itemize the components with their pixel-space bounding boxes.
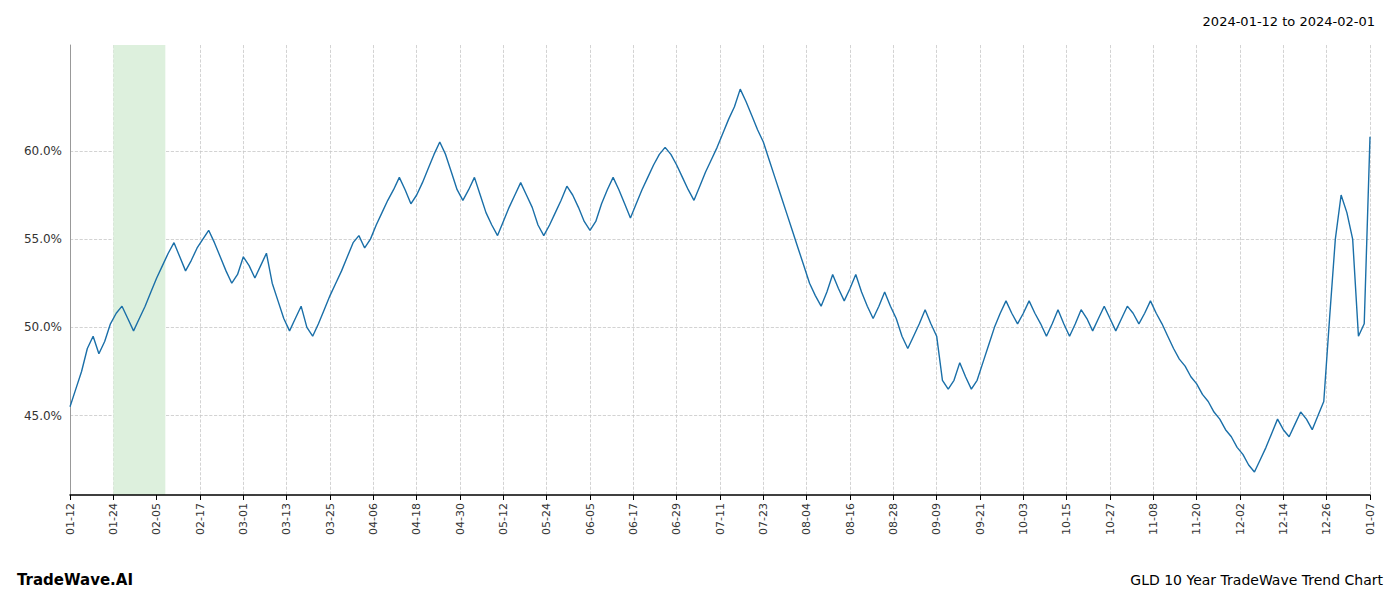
svg-text:10-27: 10-27: [1104, 503, 1117, 535]
svg-text:45.0%: 45.0%: [24, 409, 62, 423]
svg-text:50.0%: 50.0%: [24, 320, 62, 334]
svg-text:05-24: 05-24: [540, 503, 553, 535]
svg-text:02-17: 02-17: [194, 503, 207, 535]
svg-text:07-23: 07-23: [757, 503, 770, 535]
svg-text:05-12: 05-12: [497, 503, 510, 535]
svg-text:06-05: 06-05: [584, 503, 597, 535]
svg-text:08-28: 08-28: [887, 503, 900, 535]
svg-text:12-02: 12-02: [1234, 503, 1247, 535]
svg-text:01-12: 01-12: [64, 503, 77, 535]
svg-text:55.0%: 55.0%: [24, 232, 62, 246]
svg-text:10-15: 10-15: [1060, 503, 1073, 535]
svg-text:08-16: 08-16: [844, 503, 857, 535]
svg-text:08-04: 08-04: [800, 503, 813, 535]
svg-text:11-08: 11-08: [1147, 503, 1160, 535]
svg-text:09-09: 09-09: [930, 503, 943, 535]
svg-text:07-11: 07-11: [714, 503, 727, 535]
svg-text:01-24: 01-24: [107, 503, 120, 535]
svg-text:12-14: 12-14: [1277, 503, 1290, 535]
svg-text:04-30: 04-30: [454, 503, 467, 535]
svg-text:11-20: 11-20: [1190, 503, 1203, 535]
svg-text:09-21: 09-21: [974, 503, 987, 535]
svg-text:03-01: 03-01: [237, 503, 250, 535]
svg-text:02-05: 02-05: [150, 503, 163, 535]
svg-text:03-13: 03-13: [280, 503, 293, 535]
svg-text:TradeWave.AI: TradeWave.AI: [17, 571, 133, 589]
svg-text:03-25: 03-25: [324, 503, 337, 535]
svg-text:01-07: 01-07: [1364, 503, 1377, 535]
svg-text:10-03: 10-03: [1017, 503, 1030, 535]
svg-text:60.0%: 60.0%: [24, 144, 62, 158]
svg-text:04-06: 04-06: [367, 503, 380, 535]
svg-text:GLD 10 Year TradeWave Trend Ch: GLD 10 Year TradeWave Trend Chart: [1130, 572, 1383, 588]
svg-text:06-17: 06-17: [627, 503, 640, 535]
svg-text:2024-01-12 to 2024-02-01: 2024-01-12 to 2024-02-01: [1203, 14, 1375, 29]
svg-text:06-29: 06-29: [670, 503, 683, 535]
svg-text:12-26: 12-26: [1320, 503, 1333, 535]
svg-text:04-18: 04-18: [410, 503, 423, 535]
